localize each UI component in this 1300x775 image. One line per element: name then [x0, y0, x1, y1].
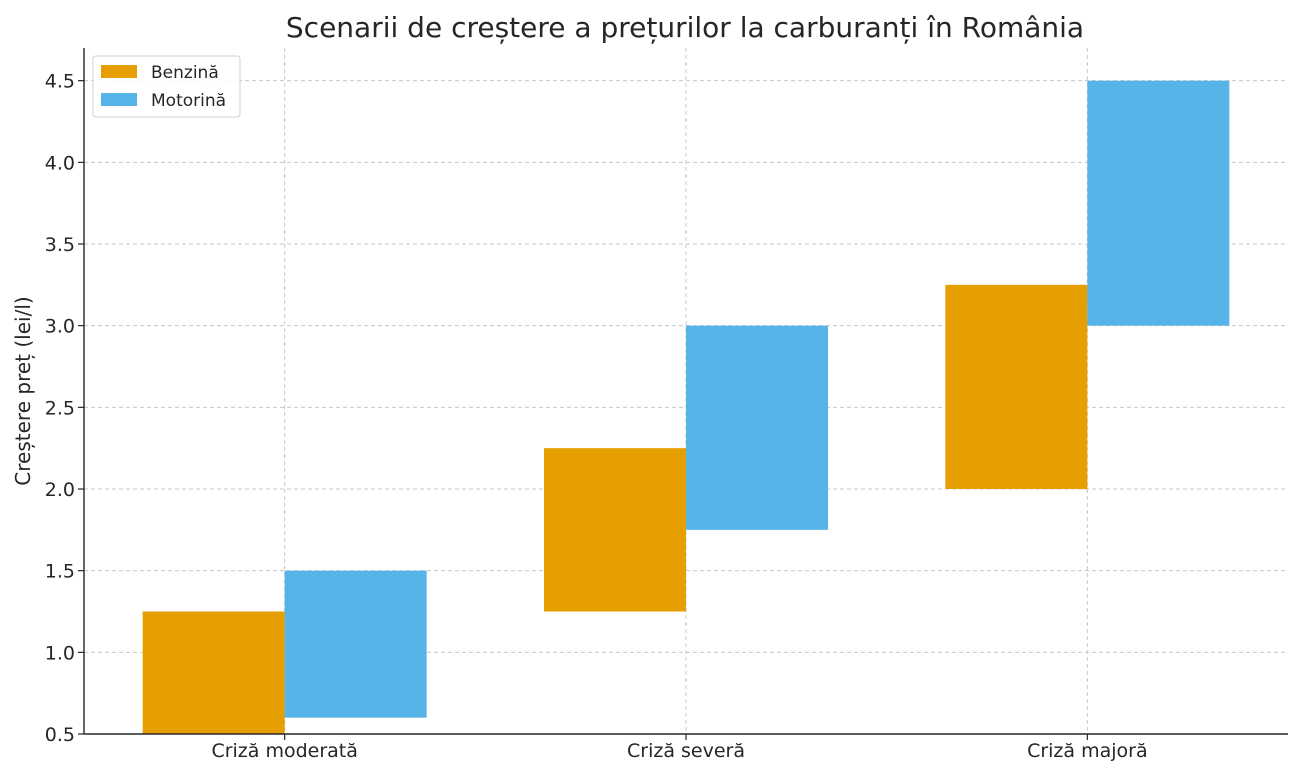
y-tick-label: 1.5	[45, 561, 75, 583]
axes-layer: 0.5 1.0 1.5 2.0 2.5 3.0 3.5 4.0 4.5 Criză moderat…	[45, 48, 1288, 762]
y-tick-label: 3.5	[45, 234, 75, 256]
y-tick-label: 4.0	[45, 152, 75, 174]
y-axis-label: Creștere preț (lei/l)	[11, 296, 35, 485]
legend-swatch	[101, 93, 137, 106]
bar-motorina-2	[1087, 80, 1230, 326]
bar-motorina-0	[284, 570, 427, 718]
y-tick-label: 3.0	[45, 316, 75, 338]
y-tick-label: 0.5	[45, 724, 75, 746]
legend-label: Benzină	[151, 63, 219, 83]
bar-benzina-2	[945, 284, 1088, 489]
x-tick-label: Criză severă	[627, 740, 745, 762]
legend: Benzină Motorină	[92, 55, 241, 118]
bar-benzina-1	[544, 448, 686, 612]
bar-benzina-0	[142, 611, 285, 734]
chart-title: Scenarii de creștere a prețurilor la car…	[286, 11, 1084, 44]
legend-label: Motorină	[151, 91, 226, 111]
legend-swatch	[101, 65, 137, 78]
bars-layer	[142, 80, 1230, 734]
x-tick-label: Criză moderată	[211, 740, 357, 762]
y-tick-label: 2.0	[45, 479, 75, 501]
bar-motorina-1	[686, 325, 828, 530]
x-tick-label: Criză majoră	[1027, 740, 1148, 762]
y-tick-label: 4.5	[45, 71, 75, 93]
y-tick-label: 1.0	[45, 642, 75, 664]
y-tick-label: 2.5	[45, 397, 75, 419]
